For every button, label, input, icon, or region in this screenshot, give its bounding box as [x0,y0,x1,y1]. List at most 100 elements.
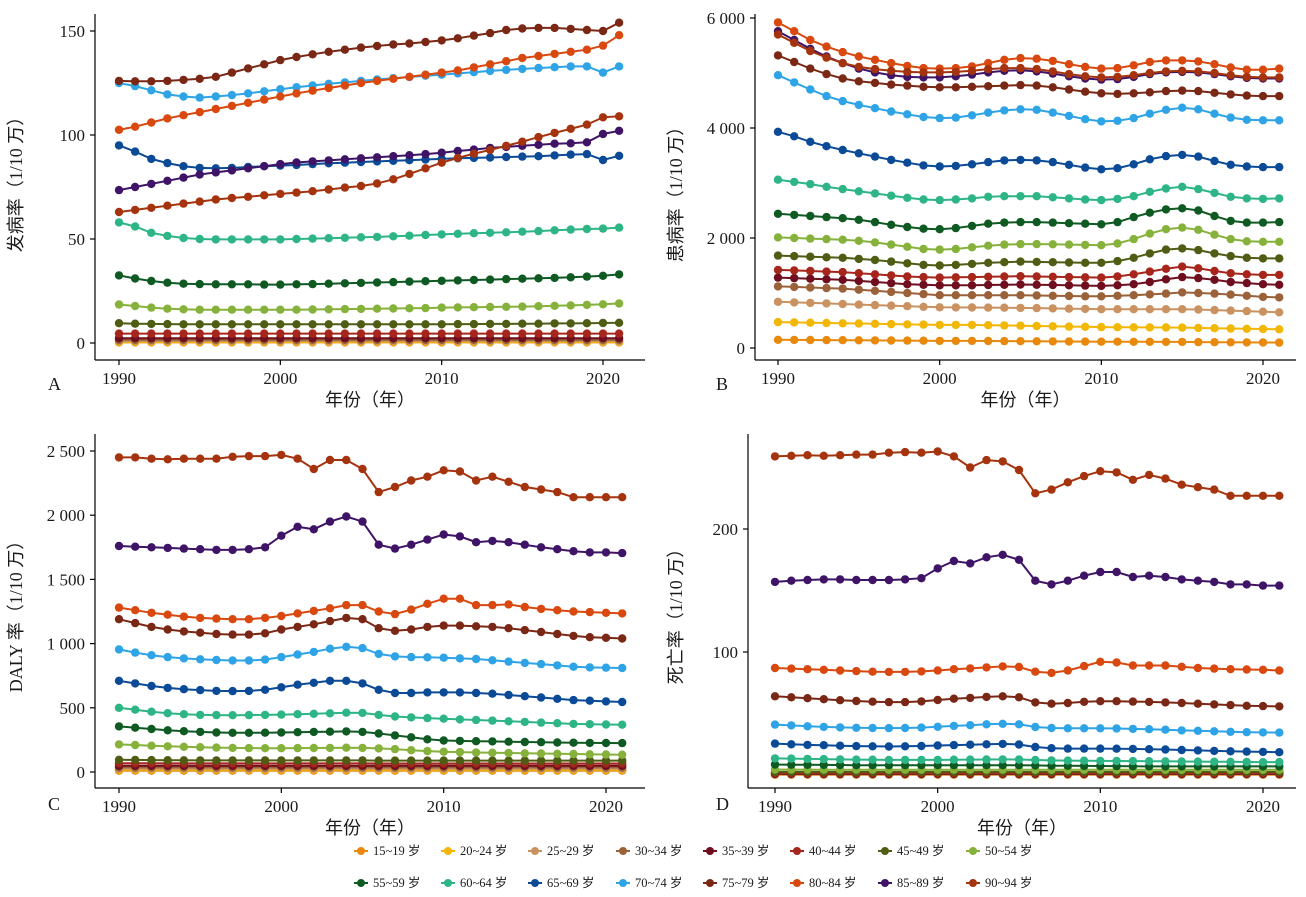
data-point [951,67,960,77]
data-point [114,703,124,712]
data-point [1064,160,1074,169]
data-point [790,210,799,220]
data-point [358,600,367,610]
data-point [870,255,880,265]
data-point [453,329,462,338]
data-point [114,141,124,150]
data-point [423,599,432,608]
series-70-74 [773,71,1284,126]
legend-item: 25~29 岁 [528,843,594,858]
data-point [244,728,254,737]
data-point [1081,219,1090,228]
y-tick-label: 2 500 [47,442,85,461]
data-point [1097,220,1106,229]
series-90-94 [114,450,627,502]
panel-letter: A [48,374,61,394]
data-point [966,721,975,730]
series-85-89 [114,126,624,195]
x-tick-label: 2010 [427,797,461,816]
data-point [903,302,912,311]
data-point [277,652,286,662]
data-point [819,754,828,764]
data-point [1097,273,1106,282]
data-point [372,329,382,338]
data-point [806,266,815,276]
data-point [309,727,318,737]
data-point [504,477,513,486]
data-point [1081,258,1090,267]
data-point [227,193,237,203]
data-point [1194,305,1203,314]
legend-marker [531,879,539,887]
data-point [1193,726,1203,735]
data-point [854,254,863,264]
data-point [309,743,318,753]
data-point [163,114,172,123]
data-point [1226,113,1235,122]
data-point [324,279,333,288]
data-point [1275,270,1284,280]
data-point [504,624,513,633]
data-point [618,493,627,502]
data-point [569,738,578,747]
data-point [277,625,286,634]
data-point [1226,269,1235,278]
data-point [1048,108,1058,117]
data-point [421,149,430,159]
data-point [984,192,993,201]
legend-marker [531,847,539,855]
data-point [1258,292,1268,302]
data-point [1079,571,1089,580]
series-60-64 [114,703,627,729]
data-point [949,755,959,764]
data-point [553,487,562,497]
data-point [1242,72,1252,82]
y-tick-label: 1 500 [47,570,85,589]
series-line [777,265,1280,279]
x-axis-title: 年份（年） [325,390,415,410]
data-point [163,176,172,185]
data-point [405,72,414,82]
data-point [1064,272,1074,282]
data-point [790,318,799,327]
data-point [935,68,944,77]
data-point [614,62,624,71]
data-point [1047,699,1056,708]
data-point [553,756,562,765]
series-65-69 [114,676,627,707]
data-point [1096,697,1105,706]
data-point [903,288,912,298]
data-point [518,152,527,161]
data-point [1194,225,1203,234]
data-point [308,157,317,166]
data-point [276,85,285,94]
data-point [485,319,495,329]
series-line [777,300,1280,314]
data-point [439,736,448,745]
data-point [293,680,302,689]
data-point [1063,576,1073,585]
data-point [618,548,627,558]
data-point [390,652,400,661]
data-point [1226,580,1235,589]
data-point [1178,305,1187,314]
data-point [933,564,942,573]
data-point [389,40,398,49]
data-point [131,723,140,732]
y-tick-label: 0 [737,339,746,358]
data-point [130,274,140,283]
data-point [1000,280,1009,289]
data-point [884,742,894,751]
data-point [293,728,302,737]
data-point [819,741,828,750]
data-point [1016,80,1025,90]
data-point [566,24,575,34]
data-point [163,683,172,693]
data-point [423,535,432,544]
data-point [887,220,896,229]
data-point [536,749,546,758]
x-tick-label: 2000 [921,797,955,816]
data-point [407,652,416,662]
data-point [277,450,286,460]
